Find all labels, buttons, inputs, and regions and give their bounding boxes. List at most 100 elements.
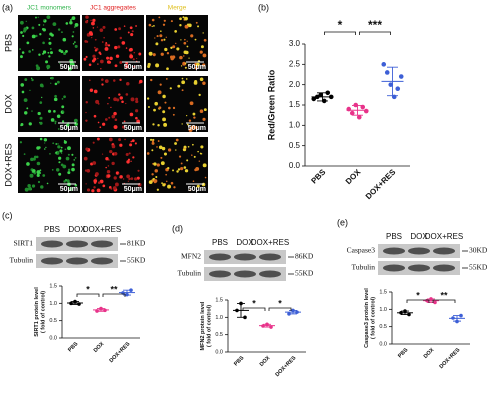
cell bbox=[63, 51, 67, 56]
cell bbox=[85, 147, 89, 151]
cell bbox=[134, 177, 138, 181]
cell bbox=[125, 61, 129, 65]
band-size: 55KD bbox=[295, 269, 314, 278]
cell bbox=[39, 33, 42, 36]
cell bbox=[74, 44, 78, 48]
y-tick-label: 2.0 bbox=[289, 80, 301, 89]
cell bbox=[61, 105, 65, 109]
data-point bbox=[311, 96, 317, 102]
cell bbox=[49, 51, 53, 55]
significance-bracket bbox=[406, 299, 430, 303]
cell bbox=[176, 170, 179, 173]
cell bbox=[88, 79, 91, 82]
cell bbox=[163, 38, 166, 41]
cell bbox=[151, 141, 155, 145]
cell bbox=[114, 64, 118, 68]
cell bbox=[102, 122, 106, 126]
cell bbox=[89, 88, 94, 92]
data-point bbox=[384, 70, 390, 75]
band-size: 55KD bbox=[127, 256, 146, 265]
scale-label: 50μm bbox=[188, 64, 206, 71]
cell bbox=[95, 178, 97, 180]
cell bbox=[127, 31, 130, 34]
cell bbox=[167, 184, 172, 189]
cell bbox=[190, 34, 194, 38]
cell bbox=[183, 50, 187, 55]
scale-label: 50μm bbox=[124, 125, 142, 132]
cell bbox=[36, 161, 41, 166]
cell bbox=[158, 106, 162, 110]
column-header: JC1 aggregates bbox=[90, 5, 137, 12]
cell bbox=[55, 168, 60, 172]
cell bbox=[202, 163, 207, 168]
cell bbox=[193, 116, 196, 119]
significance-label: * bbox=[252, 298, 256, 308]
cell bbox=[74, 183, 78, 187]
cell bbox=[135, 25, 137, 27]
cell bbox=[97, 181, 101, 184]
y-tick-label: 1.5 bbox=[49, 283, 57, 289]
cell bbox=[133, 65, 136, 68]
cell bbox=[148, 23, 152, 27]
cell bbox=[99, 179, 104, 184]
cell bbox=[173, 186, 176, 189]
cell bbox=[50, 118, 55, 122]
lane-label: PBS bbox=[386, 232, 402, 241]
cell bbox=[195, 166, 200, 171]
cell bbox=[48, 55, 51, 58]
cell bbox=[165, 173, 167, 176]
cell bbox=[26, 107, 29, 110]
cell bbox=[119, 78, 122, 82]
cell bbox=[186, 123, 189, 126]
micrograph bbox=[18, 76, 80, 132]
cell bbox=[42, 24, 45, 26]
cell bbox=[68, 66, 72, 71]
cell bbox=[99, 28, 104, 33]
cell bbox=[125, 47, 128, 49]
cell bbox=[114, 182, 119, 187]
cell bbox=[137, 169, 140, 172]
cell bbox=[156, 35, 159, 38]
cell bbox=[121, 100, 124, 104]
cell bbox=[182, 61, 187, 66]
cell bbox=[57, 145, 61, 149]
cell bbox=[146, 152, 150, 155]
y-tick-label: 1.5 bbox=[215, 297, 223, 303]
y-tick-label: 0.0 bbox=[49, 335, 57, 341]
cell bbox=[101, 41, 104, 43]
cell bbox=[20, 123, 24, 126]
cell bbox=[108, 116, 111, 119]
row-label: PBS bbox=[3, 34, 13, 52]
blot-band bbox=[209, 253, 231, 261]
cell bbox=[107, 44, 111, 47]
cell bbox=[84, 169, 88, 172]
cell bbox=[104, 79, 109, 84]
cell bbox=[130, 140, 133, 143]
error-bar bbox=[352, 104, 363, 116]
cell bbox=[202, 188, 204, 191]
cell bbox=[101, 78, 104, 81]
cell bbox=[93, 46, 96, 49]
cell bbox=[45, 146, 47, 148]
cell bbox=[92, 27, 95, 29]
cell bbox=[198, 93, 201, 97]
cell bbox=[132, 58, 135, 61]
cell bbox=[60, 50, 64, 54]
cell bbox=[159, 83, 162, 86]
cell bbox=[36, 66, 41, 71]
cell bbox=[22, 34, 25, 38]
cell bbox=[36, 173, 40, 177]
cell bbox=[151, 18, 155, 22]
cell bbox=[67, 153, 70, 156]
scale-label: 50μm bbox=[188, 186, 206, 193]
cell bbox=[57, 128, 60, 130]
cell bbox=[94, 38, 97, 41]
cell bbox=[62, 164, 67, 169]
cell bbox=[85, 119, 88, 122]
cell bbox=[174, 142, 177, 145]
data-point bbox=[395, 86, 401, 92]
cell bbox=[139, 79, 143, 84]
cell bbox=[128, 152, 131, 155]
significance-bracket bbox=[102, 293, 126, 297]
